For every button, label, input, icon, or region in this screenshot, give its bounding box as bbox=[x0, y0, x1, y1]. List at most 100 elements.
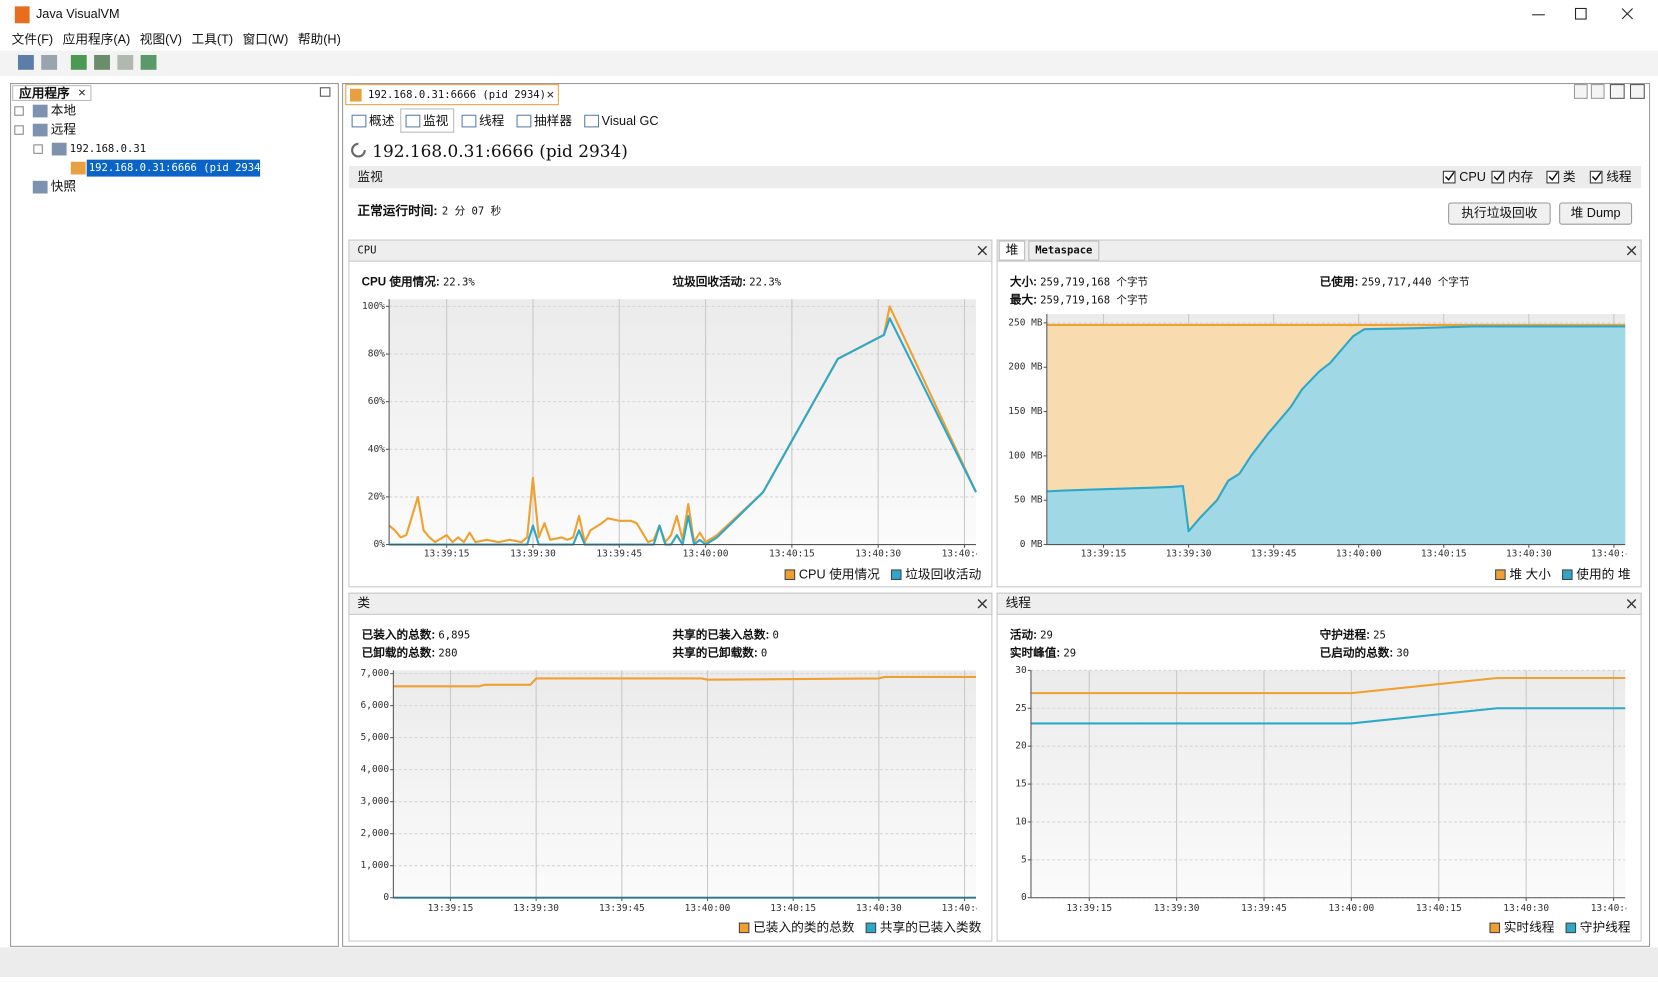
sidebar-tab[interactable] bbox=[12, 85, 92, 101]
legend-label: 垃圾回收活动 bbox=[905, 568, 981, 582]
panel-close[interactable] bbox=[1626, 599, 1637, 609]
nav-button[interactable] bbox=[1629, 84, 1645, 99]
button[interactable] bbox=[1559, 202, 1633, 225]
sidebar-close[interactable] bbox=[78, 89, 85, 96]
legend-swatch bbox=[738, 922, 750, 934]
stat-value: 22.3% bbox=[749, 276, 781, 288]
tree-item[interactable]: 远程 bbox=[51, 122, 77, 136]
maximize-button[interactable] bbox=[1574, 7, 1587, 20]
stat-value: 29 bbox=[1040, 629, 1053, 641]
tree-item[interactable]: 192.168.0.31 bbox=[70, 143, 146, 155]
y-tick-label: 50 MB bbox=[1014, 495, 1043, 506]
stat-value: 280 bbox=[438, 647, 457, 659]
button-label[interactable]: 执行垃圾回收 bbox=[1461, 206, 1537, 220]
check-label[interactable]: 内存 bbox=[1508, 170, 1534, 184]
checkbox[interactable] bbox=[1442, 170, 1456, 184]
tree-item[interactable]: 快照 bbox=[51, 180, 77, 194]
checkbox[interactable] bbox=[1546, 170, 1560, 184]
status-bar bbox=[0, 947, 1658, 978]
toolbar-icon[interactable] bbox=[17, 54, 34, 70]
stat-value: 6,895 bbox=[438, 629, 470, 641]
menu-item[interactable]: 应用程序(A) bbox=[63, 32, 131, 47]
panel-close[interactable] bbox=[977, 599, 988, 609]
panel-tab[interactable]: Metaspace bbox=[1035, 245, 1092, 257]
y-tick-label: 2,000 bbox=[361, 828, 390, 839]
menu-item[interactable]: 视图(V) bbox=[140, 32, 182, 47]
y-tick-label: 5,000 bbox=[361, 732, 390, 743]
area bbox=[1046, 326, 1626, 545]
subtab[interactable]: 概述 bbox=[369, 114, 395, 128]
legend-label: 守护线程 bbox=[1580, 921, 1631, 935]
panel-title: CPU bbox=[357, 245, 376, 257]
subtab[interactable]: Visual GC bbox=[602, 114, 659, 128]
panel-close[interactable] bbox=[1626, 245, 1637, 256]
x-tick-label: 13:39:45 bbox=[1251, 549, 1297, 560]
panel-tab[interactable]: 堆 bbox=[1006, 243, 1019, 257]
stat-label: 最大: bbox=[1010, 292, 1037, 306]
check-label[interactable]: CPU bbox=[1459, 170, 1486, 184]
button[interactable] bbox=[1448, 202, 1551, 225]
x-tick-label: 13:39:15 bbox=[1066, 903, 1112, 914]
checkbox[interactable] bbox=[1491, 170, 1505, 184]
tree-icon bbox=[51, 142, 67, 156]
y-tick-label: 0 MB bbox=[1020, 539, 1043, 550]
toolbar bbox=[0, 50, 1658, 77]
close-button[interactable] bbox=[1621, 8, 1633, 20]
tree-expander[interactable] bbox=[33, 144, 43, 154]
toolbar-icon[interactable] bbox=[41, 54, 58, 70]
menu-item[interactable]: 帮助(H) bbox=[298, 33, 341, 47]
app-icon bbox=[14, 6, 30, 24]
toolbar-icon[interactable] bbox=[94, 54, 110, 70]
legend-swatch bbox=[865, 922, 877, 934]
x-tick-label: 13:39:30 bbox=[510, 549, 556, 560]
x-tick-label: 13:39:45 bbox=[1241, 903, 1287, 914]
stat-value: 30 bbox=[1396, 647, 1409, 659]
subtab[interactable]: 监视 bbox=[423, 113, 449, 128]
tree-selection bbox=[86, 159, 261, 177]
window-title: Java VisualVM bbox=[36, 7, 120, 21]
x-tick-label: 13:40:45 bbox=[942, 549, 988, 560]
tree-item[interactable]: 本地 bbox=[51, 103, 77, 117]
tree-item[interactable]: 192.168.0.31:6666 (pid 2934) bbox=[89, 162, 267, 174]
monitor-bar bbox=[348, 166, 1642, 189]
check-label[interactable]: 线程 bbox=[1606, 170, 1632, 184]
stat-label: 已启动的总数: bbox=[1320, 646, 1394, 660]
toolbar-icon[interactable] bbox=[140, 54, 157, 70]
nav-button[interactable] bbox=[1609, 84, 1625, 99]
tree-expander[interactable] bbox=[14, 125, 24, 135]
toolbar-icon[interactable] bbox=[70, 54, 87, 70]
sidebar bbox=[10, 83, 339, 947]
check-label[interactable]: 类 bbox=[1563, 170, 1576, 184]
panel-close[interactable] bbox=[977, 245, 988, 256]
tree-expander[interactable] bbox=[14, 106, 24, 116]
subtab-icon bbox=[351, 114, 367, 128]
panel-title: 类 bbox=[357, 596, 370, 610]
menu-item[interactable]: 工具(T) bbox=[192, 33, 234, 47]
toolbar-icons bbox=[17, 54, 157, 70]
y-tick-label: 0 bbox=[383, 892, 389, 903]
x-tick-label: 13:40:45 bbox=[1591, 903, 1637, 914]
y-tick-label: 0% bbox=[373, 539, 385, 550]
nav-button[interactable] bbox=[1573, 84, 1588, 99]
sidebar-title: 应用程序 bbox=[19, 85, 70, 100]
y-tick-label: 80% bbox=[368, 349, 385, 360]
sidebar-minimize[interactable] bbox=[319, 87, 331, 97]
tab-close[interactable] bbox=[547, 91, 554, 98]
stat-label: 共享的已卸载数: bbox=[673, 646, 758, 660]
stat-label: 已卸载的总数: bbox=[362, 646, 436, 660]
checkbox[interactable] bbox=[1589, 170, 1603, 184]
document-tab[interactable] bbox=[345, 84, 559, 106]
menu-item[interactable]: 文件(F) bbox=[12, 33, 54, 47]
legend-label: 已装入的类的总数 bbox=[753, 920, 855, 935]
nav-button[interactable] bbox=[1590, 84, 1605, 99]
toolbar-icon[interactable] bbox=[117, 54, 134, 70]
y-tick-label: 30 bbox=[1015, 665, 1027, 676]
menu-item[interactable]: 窗口(W) bbox=[243, 33, 289, 47]
subtab[interactable]: 线程 bbox=[479, 114, 505, 128]
button-label[interactable]: 堆 Dump bbox=[1571, 206, 1621, 220]
subtab[interactable]: 抽样器 bbox=[534, 114, 572, 128]
y-tick-label: 200 MB bbox=[1008, 362, 1043, 373]
legend-label: CPU 使用情况 bbox=[799, 567, 880, 582]
